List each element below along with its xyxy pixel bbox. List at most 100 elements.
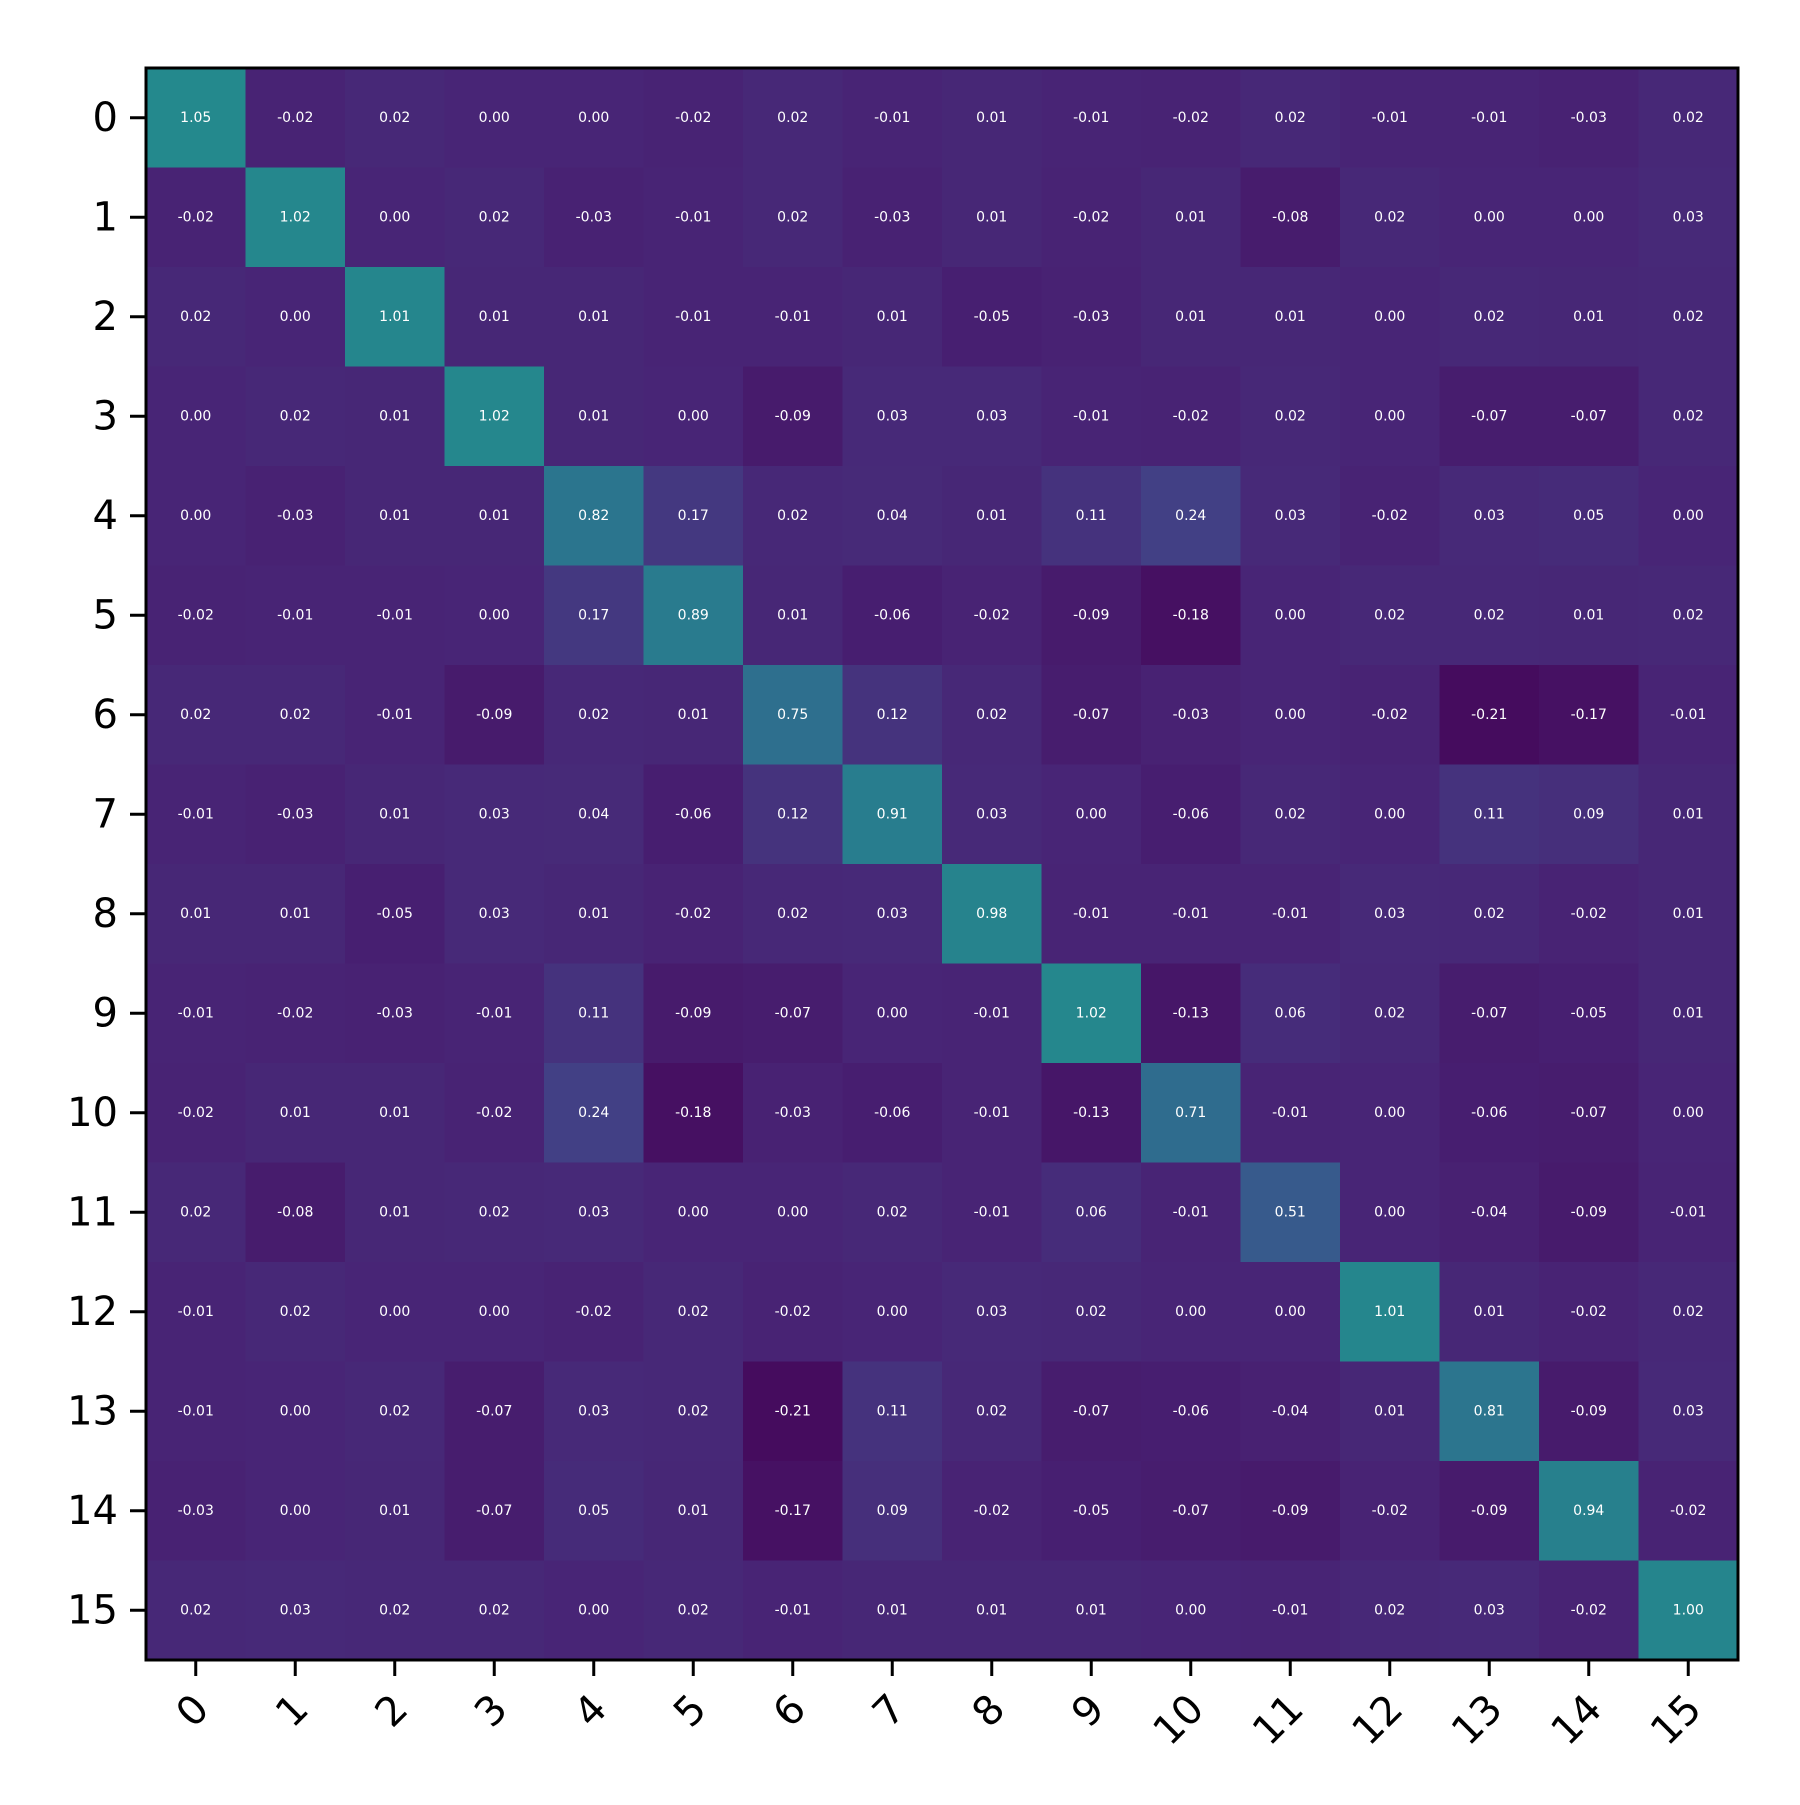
heatmap-cell-r7-c5 [643, 764, 744, 865]
cell-value-label-r12-c7: 0.00 [877, 1304, 908, 1320]
cell-value-label-r4-c1: -0.03 [277, 508, 313, 524]
cell-value-label-r13-c0: -0.01 [178, 1403, 214, 1419]
heatmap-cell-r4-c3 [444, 466, 545, 566]
heatmap-cell-r3-c6 [743, 366, 843, 467]
cell-value-label-r2-c12: 0.00 [1374, 309, 1405, 325]
cell-value-label-r7-c13: 0.11 [1474, 806, 1505, 822]
cell-value-label-r2-c0: 0.02 [180, 309, 211, 325]
cell-value-label-r15-c3: 0.02 [479, 1602, 510, 1618]
cell-value-label-r12-c6: -0.02 [775, 1304, 811, 1320]
x-tick-label-6: 6 [764, 1686, 815, 1737]
heatmap-cell-r3-c8 [942, 366, 1042, 467]
cell-value-label-r12-c5: 0.02 [678, 1304, 709, 1320]
heatmap-cell-r15-c9 [1041, 1560, 1142, 1661]
heatmap-cell-r1-c15 [1638, 167, 1739, 268]
x-tick-label-3: 3 [466, 1686, 517, 1737]
heatmap-cell-r4-c14 [1539, 466, 1639, 566]
heatmap-cell-r9-c6 [743, 963, 843, 1064]
cell-value-label-r12-c1: 0.02 [280, 1304, 311, 1320]
cell-value-label-r5-c15: 0.02 [1673, 607, 1704, 623]
cell-value-label-r13-c9: -0.07 [1073, 1403, 1109, 1419]
cell-value-label-r11-c13: -0.04 [1471, 1204, 1507, 1220]
cell-value-label-r4-c6: 0.02 [777, 508, 808, 524]
heatmap-cell-r0-c8 [942, 68, 1042, 168]
cell-value-label-r4-c10: 0.24 [1175, 508, 1206, 524]
cell-value-label-r6-c14: -0.17 [1571, 707, 1607, 723]
cell-value-label-r13-c7: 0.11 [877, 1403, 908, 1419]
heatmap-cell-r0-c7 [842, 68, 943, 168]
cell-value-label-r5-c13: 0.02 [1474, 607, 1505, 623]
cell-value-label-r6-c13: -0.21 [1471, 707, 1507, 723]
heatmap-cell-r10-c12 [1340, 1063, 1440, 1163]
cell-value-label-r8-c2: -0.05 [377, 906, 413, 922]
cell-value-label-r9-c8: -0.01 [974, 1005, 1010, 1021]
cell-value-label-r10-c5: -0.18 [675, 1105, 711, 1121]
heatmap-cell-r12-c15 [1638, 1262, 1739, 1362]
heatmap-cell-r0-c14 [1539, 68, 1639, 168]
heatmap-cell-r14-c13 [1439, 1461, 1540, 1561]
cell-value-label-r10-c4: 0.24 [578, 1105, 609, 1121]
heatmap-cell-r15-c15 [1638, 1560, 1739, 1661]
x-tick-label-9: 9 [1063, 1686, 1114, 1737]
cell-value-label-r15-c9: 0.01 [1076, 1602, 1107, 1618]
cell-value-label-r4-c3: 0.01 [479, 508, 510, 524]
heatmap-cell-r5-c12 [1340, 565, 1440, 666]
cell-value-label-r8-c5: -0.02 [675, 906, 711, 922]
x-tick-label-14: 14 [1542, 1686, 1611, 1755]
heatmap-cell-r0-c0 [146, 68, 246, 168]
cell-value-label-r2-c7: 0.01 [877, 309, 908, 325]
heatmap-cell-r3-c2 [345, 366, 445, 467]
cell-value-label-r15-c1: 0.03 [280, 1602, 311, 1618]
cell-value-label-r15-c0: 0.02 [180, 1602, 211, 1618]
heatmap-cell-r0-c1 [245, 68, 346, 168]
cell-value-label-r2-c15: 0.02 [1673, 309, 1704, 325]
heatmap-cell-r10-c8 [942, 1063, 1042, 1163]
heatmap-cell-r5-c1 [245, 565, 346, 666]
cell-value-label-r15-c12: 0.02 [1374, 1602, 1405, 1618]
heatmap-cell-r11-c6 [743, 1162, 843, 1263]
cell-value-label-r13-c10: -0.06 [1173, 1403, 1209, 1419]
heatmap-cell-r2-c13 [1439, 267, 1540, 367]
cell-value-label-r5-c1: -0.01 [277, 607, 313, 623]
cell-value-label-r3-c0: 0.00 [180, 408, 211, 424]
cell-value-label-r4-c0: 0.00 [180, 508, 211, 524]
cell-value-label-r8-c6: 0.02 [777, 906, 808, 922]
cell-value-label-r11-c9: 0.06 [1076, 1204, 1107, 1220]
y-tick-label-6: 6 [93, 692, 118, 738]
heatmap-cell-r15-c0 [146, 1560, 246, 1661]
heatmap-cell-r4-c1 [245, 466, 346, 566]
cell-value-label-r1-c9: -0.02 [1073, 209, 1109, 225]
cell-value-label-r8-c14: -0.02 [1571, 906, 1607, 922]
cell-value-label-r11-c5: 0.00 [678, 1204, 709, 1220]
y-tick-label-10: 10 [67, 1090, 118, 1136]
cell-value-label-r14-c8: -0.02 [974, 1503, 1010, 1519]
cell-value-label-r6-c2: -0.01 [377, 707, 413, 723]
cell-value-label-r13-c5: 0.02 [678, 1403, 709, 1419]
heatmap-cell-r15-c3 [444, 1560, 545, 1661]
x-tick-label-10: 10 [1144, 1686, 1213, 1755]
heatmap-cell-r11-c1 [245, 1162, 346, 1263]
heatmap-cell-r15-c10 [1141, 1560, 1241, 1661]
cell-value-label-r7-c0: -0.01 [178, 806, 214, 822]
cell-value-label-r9-c0: -0.01 [178, 1005, 214, 1021]
cell-value-label-r1-c13: 0.00 [1474, 209, 1505, 225]
cell-value-label-r9-c13: -0.07 [1471, 1005, 1507, 1021]
cell-value-label-r11-c6: 0.00 [777, 1204, 808, 1220]
cell-value-label-r5-c8: -0.02 [974, 607, 1010, 623]
heatmap-cell-r4-c2 [345, 466, 445, 566]
cell-value-label-r0-c1: -0.02 [277, 110, 313, 126]
heatmap-cell-r1-c7 [842, 167, 943, 268]
heatmap-cell-r7-c1 [245, 764, 346, 865]
cell-value-label-r15-c7: 0.01 [877, 1602, 908, 1618]
heatmap-cell-r4-c6 [743, 466, 843, 566]
heatmap-cell-r2-c5 [643, 267, 744, 367]
cell-value-label-r10-c7: -0.06 [874, 1105, 910, 1121]
heatmap-cell-r9-c4 [544, 963, 644, 1064]
heatmap-cell-r7-c9 [1041, 764, 1142, 865]
heatmap-cell-r14-c11 [1240, 1461, 1341, 1561]
heatmap-cell-r12-c12 [1340, 1262, 1440, 1362]
cell-value-label-r12-c13: 0.01 [1474, 1304, 1505, 1320]
y-tick-label-7: 7 [93, 791, 118, 837]
cell-value-label-r0-c14: -0.03 [1571, 110, 1607, 126]
